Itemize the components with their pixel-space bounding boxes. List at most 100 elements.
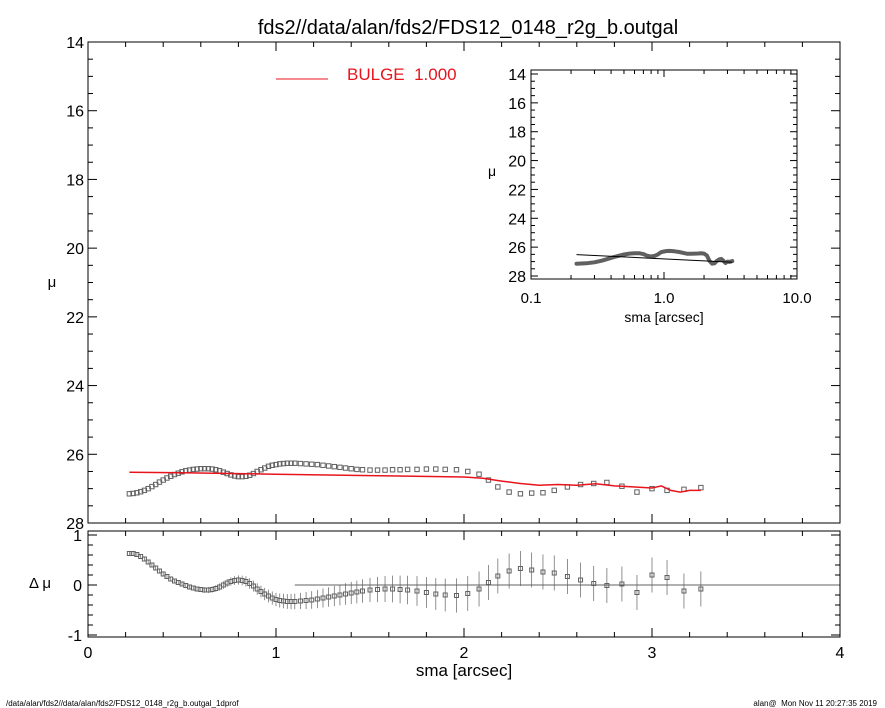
residual-data-point [375, 587, 381, 592]
footer-right: alan@ Mon Nov 11 20:27:35 2019 [753, 699, 877, 708]
residual-data-point [619, 581, 625, 587]
inset-y-tick-label: 14 [508, 67, 526, 84]
residual-data-point [423, 590, 429, 595]
main-data-point [205, 466, 212, 472]
main-data-point [198, 466, 204, 472]
main-data-point [348, 466, 354, 472]
main-frame [87, 41, 841, 524]
main-data-point [284, 460, 290, 466]
residual-data-point [320, 595, 326, 601]
inset-y-tick-label: 18 [508, 125, 526, 142]
main-data-point [126, 491, 133, 497]
main-data-point [649, 485, 655, 492]
main-data-points [126, 460, 704, 497]
residual-data-point [326, 594, 332, 600]
main-data-point [228, 472, 234, 478]
residual-data-point [382, 586, 388, 592]
residual-x-tick-label: 3 [648, 645, 657, 662]
residual-y-axis-label: Δ μ [29, 575, 51, 592]
inset-panel: 14 16 18 20 22 24 26 28 0.1 1.0 10.0 μ sma [arcse… [488, 65, 812, 325]
main-y-tick-label: 14 [66, 35, 84, 52]
inset-y-tick-label: 24 [508, 211, 526, 228]
inset-x-tick-labels: 0.1 1.0 10.0 [521, 290, 812, 307]
main-data-point [309, 461, 315, 467]
inset-x-tick-label: 1.0 [654, 290, 675, 307]
main-ticks [87, 41, 841, 524]
residual-x-tick-label: 0 [84, 645, 93, 662]
main-data-point [320, 462, 326, 468]
main-data-point [273, 461, 279, 468]
main-data-point [495, 484, 501, 490]
main-data-point [433, 466, 439, 472]
residual-x-tick-label: 1 [272, 645, 281, 662]
residual-data-point [348, 590, 354, 596]
main-y-tick-label: 22 [66, 310, 84, 327]
residual-data-point [604, 583, 610, 588]
bulge-model-line [129, 471, 701, 493]
residual-data-point [591, 581, 597, 586]
main-data-point [453, 467, 460, 473]
main-data-point [442, 466, 448, 473]
main-y-axis-label: μ [48, 274, 57, 291]
main-data-point [201, 466, 208, 472]
residual-data-point [343, 591, 349, 597]
chart-title: fds2//data/alan/fds2/FDS12_0148_r2g_b.ou… [258, 17, 678, 39]
main-data-point [265, 463, 272, 470]
main-data-point [280, 460, 287, 467]
inset-y-tick-label: 26 [508, 240, 526, 257]
residual-y-tick-labels: 1 0 -1 [68, 528, 82, 645]
main-data-point [423, 466, 430, 472]
main-data-point [634, 489, 640, 495]
main-data-point [397, 467, 403, 473]
inset-frame [530, 69, 798, 280]
main-data-point [194, 466, 200, 472]
residual-data-point [698, 586, 704, 592]
residual-data-point [367, 587, 373, 593]
inset-x-tick-label: 0.1 [521, 290, 542, 307]
residual-data-point [153, 565, 159, 571]
main-data-point [235, 473, 242, 480]
residual-data-point [564, 574, 570, 579]
main-y-tick-label: 18 [66, 172, 84, 189]
main-y-tick-label: 26 [66, 447, 84, 464]
residual-data-point [141, 556, 147, 562]
legend-label: BULGE 1.000 [347, 65, 457, 84]
residual-data-point [433, 591, 439, 597]
main-data-point [528, 490, 535, 496]
residual-data-point [442, 592, 448, 598]
residual-ticks [87, 531, 841, 637]
main-data-point [517, 491, 524, 497]
main-data-point [374, 467, 381, 473]
residual-data-point [297, 598, 303, 604]
main-data-point [337, 464, 343, 471]
residual-data-point [397, 587, 403, 592]
main-y-tick-label: 16 [66, 104, 84, 121]
main-data-point [551, 487, 557, 494]
residual-data-point [303, 598, 309, 603]
residual-data-point [145, 559, 151, 565]
main-data-point [540, 490, 546, 496]
main-data-point [476, 471, 482, 477]
main-data-point [331, 463, 337, 470]
main-panel: 14 16 18 20 22 24 26 28 μ BULGE 1.000 [48, 35, 841, 533]
residual-data-point [465, 591, 471, 596]
main-data-point [698, 484, 704, 491]
residual-data-point [292, 599, 298, 604]
residual-x-tick-label: 2 [460, 645, 469, 662]
residual-data-point [649, 572, 655, 578]
residual-data-point [337, 592, 343, 598]
residual-data-point [354, 589, 360, 595]
residual-data-point [506, 568, 512, 574]
main-y-tick-label: 24 [66, 379, 84, 396]
residual-data-point [578, 577, 584, 583]
main-data-point [269, 462, 275, 468]
residual-data-point [517, 566, 523, 571]
main-data-point [179, 469, 185, 475]
residual-data-point [156, 568, 162, 574]
main-data-point [209, 466, 215, 472]
footer-left: /data/alan/fds2//data/alan/fds2/FDS12_01… [6, 699, 239, 708]
inset-y-tick-labels: 14 16 18 20 22 24 26 28 [508, 67, 526, 286]
inset-model-line [576, 254, 733, 263]
residual-data-point [664, 575, 670, 580]
